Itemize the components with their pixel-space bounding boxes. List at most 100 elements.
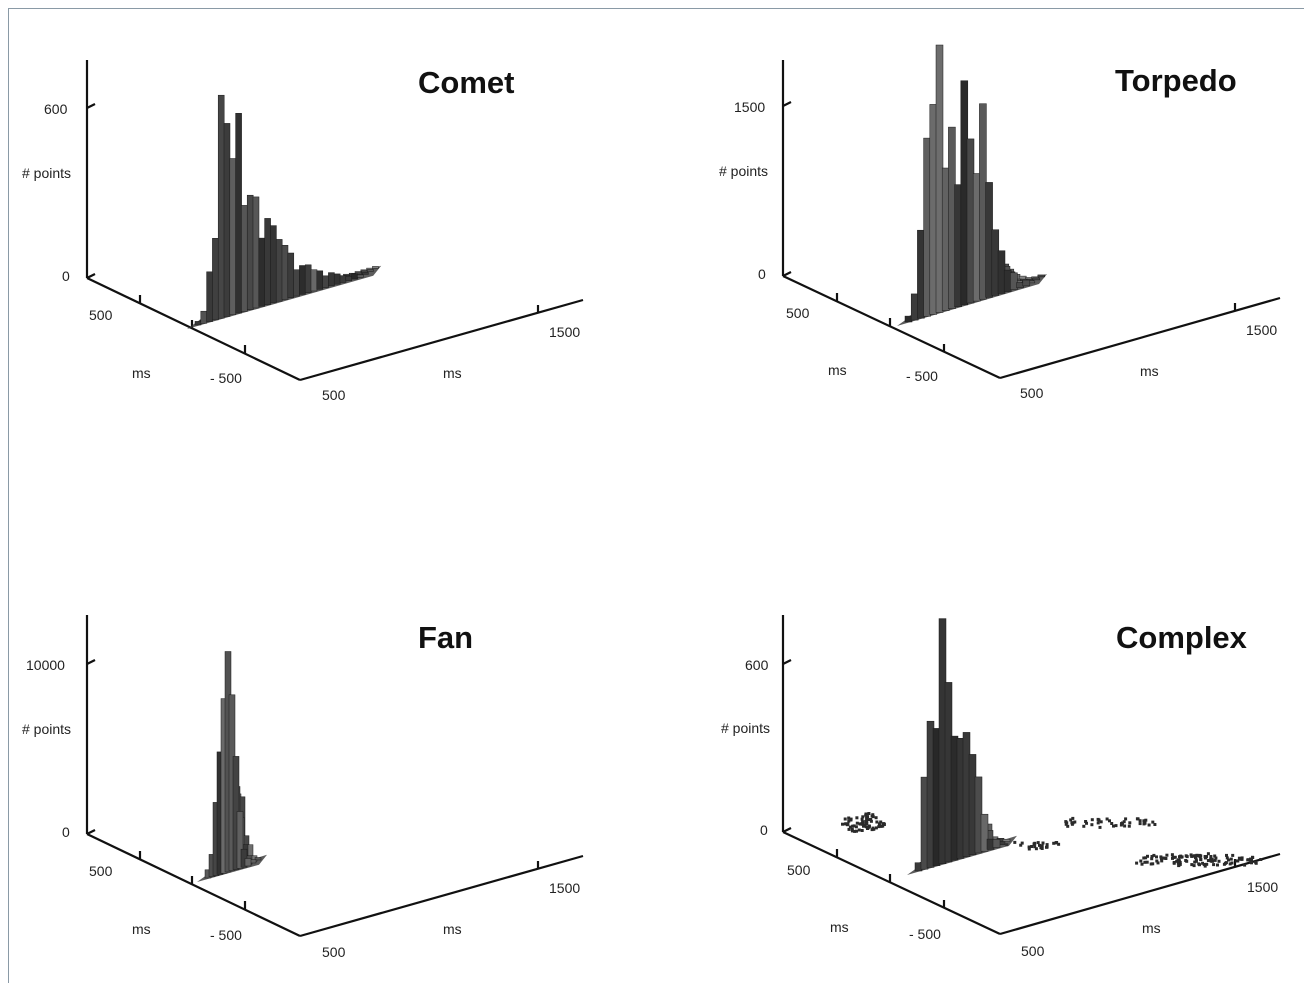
z-axis-label: # points	[721, 720, 770, 736]
x-axis	[999, 852, 1281, 936]
scatter-point	[848, 825, 852, 829]
scatter-point	[1138, 819, 1142, 823]
scatter-point	[1139, 859, 1143, 863]
histogram-bar	[206, 271, 213, 322]
scatter-point	[1193, 854, 1197, 858]
scatter-point	[851, 824, 855, 828]
scatter-point	[1155, 859, 1159, 863]
chart-comet: Comet 600 # points 0 500 ms - 500 500 ms…	[22, 60, 584, 403]
scatter-point	[1064, 820, 1068, 824]
scatter-point	[1247, 858, 1250, 862]
scatter-point	[1209, 857, 1213, 861]
scatter-point	[1240, 857, 1244, 861]
scatter-point	[854, 825, 858, 829]
scatter-point	[1159, 855, 1163, 859]
histogram-bar	[287, 252, 295, 299]
figure-frame	[8, 8, 1304, 983]
scatter-point	[1146, 854, 1149, 858]
scatter-point	[1135, 817, 1139, 821]
histogram-bar	[357, 274, 364, 278]
scatter-point	[1224, 861, 1228, 865]
scatter-point	[1216, 863, 1219, 867]
scatter-point	[874, 816, 878, 820]
scatter-point	[1203, 864, 1207, 868]
scatter-point	[1032, 842, 1036, 846]
scatter-point	[1114, 824, 1118, 828]
scatter-point	[866, 827, 869, 830]
scatter-complex	[841, 812, 1263, 868]
scatter-point	[1041, 841, 1045, 845]
scatter-point	[1194, 859, 1198, 863]
chart-title: Torpedo	[1115, 63, 1237, 98]
scatter-point	[869, 819, 873, 823]
scatter-point	[864, 821, 868, 825]
scatter-point	[1020, 841, 1024, 845]
z-tick-bottom	[86, 273, 96, 279]
histogram-bar	[270, 225, 277, 304]
x-tick-label-2: 1500	[549, 324, 580, 340]
scatter-point	[1206, 859, 1210, 862]
scatter-point	[870, 828, 874, 832]
scatter-point	[1171, 856, 1175, 859]
scatter-point	[849, 817, 853, 821]
scatter-point	[1112, 824, 1115, 828]
chart-title: Complex	[1116, 620, 1248, 655]
histogram-bar	[240, 848, 248, 868]
y-tick-label-1: 500	[786, 305, 810, 321]
scatter-point	[1228, 862, 1232, 866]
histogram-bar	[362, 272, 369, 275]
histogram-bar	[333, 273, 341, 285]
y-tick-label-1: 500	[787, 862, 811, 878]
y-tick-label-2: - 500	[210, 370, 242, 386]
histogram-bar	[235, 113, 242, 314]
scatter-point	[871, 813, 875, 817]
bars-torpedo	[897, 44, 1047, 326]
scatter-point	[869, 818, 873, 821]
scatter-point	[1057, 842, 1061, 846]
x-tick-label-1: 500	[322, 944, 346, 960]
scatter-point	[865, 817, 869, 821]
scatter-point	[1250, 861, 1253, 865]
scatter-point	[1033, 845, 1037, 849]
scatter-point	[1203, 856, 1207, 860]
scatter-point	[1230, 861, 1234, 865]
scatter-point	[1170, 853, 1174, 857]
chart-torpedo: Torpedo 1500 # points 0 500 ms - 500 500…	[719, 44, 1281, 401]
scatter-point	[855, 821, 859, 825]
scatter-point	[860, 822, 864, 825]
histogram-bar	[246, 194, 254, 310]
scatter-point	[1259, 858, 1263, 861]
scatter-point	[857, 828, 861, 832]
x-axis-label: ms	[443, 921, 462, 937]
scatter-point	[1198, 853, 1202, 857]
histogram-bar	[223, 123, 231, 317]
scatter-point	[843, 817, 847, 821]
z-tick-label-bottom: 0	[62, 268, 70, 284]
histogram-bar	[299, 265, 306, 295]
scatter-point	[1214, 856, 1218, 860]
x-axis-label: ms	[1140, 363, 1159, 379]
scatter-point	[1173, 855, 1177, 859]
histogram-bar	[275, 239, 283, 302]
scatter-point	[877, 825, 881, 829]
z-axis-label: # points	[719, 163, 768, 179]
scatter-point	[1250, 858, 1253, 862]
scatter-point	[879, 820, 883, 824]
scatter-point	[1209, 855, 1213, 858]
scatter-point	[1038, 843, 1041, 847]
histogram-bar	[351, 273, 358, 280]
histogram-bar	[241, 205, 248, 312]
x-tick-label-2: 1500	[549, 880, 580, 896]
scatter-point	[1231, 853, 1235, 857]
scatter-point	[882, 823, 886, 826]
z-tick-bottom	[782, 271, 792, 277]
scatter-point	[850, 829, 854, 833]
scatter-point	[1209, 859, 1213, 863]
scatter-point	[1193, 860, 1197, 864]
histogram-bar	[345, 275, 353, 282]
z-tick-label-bottom: 0	[760, 822, 768, 838]
scatter-point	[1090, 818, 1094, 822]
scatter-point	[1177, 864, 1181, 868]
scatter-point	[874, 826, 878, 830]
x-axis	[299, 854, 584, 938]
